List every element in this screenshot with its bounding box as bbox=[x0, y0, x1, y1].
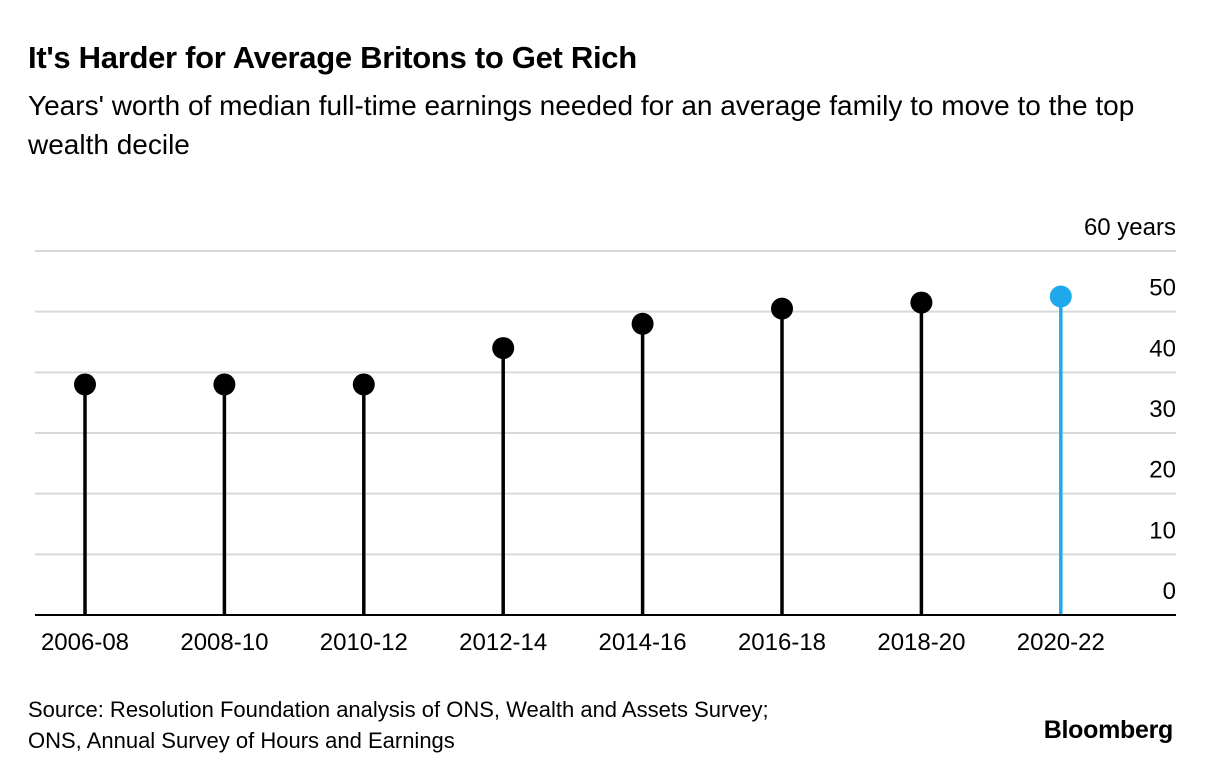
lollipop-dots bbox=[74, 285, 1072, 396]
x-axis-ticks: 2006-08 2008-10 2010-12 2012-14 2014-16 2016-… bbox=[41, 629, 1105, 656]
y-tick-label-50: 50 bbox=[1149, 275, 1176, 302]
dot-2016-18 bbox=[771, 297, 793, 320]
dot-2020-22 bbox=[1049, 285, 1072, 308]
x-tick-label-2010-12: 2010-12 bbox=[320, 629, 408, 656]
x-tick-label-2016-18: 2016-18 bbox=[738, 629, 826, 656]
bloomberg-logo: Bloomberg bbox=[1043, 716, 1174, 744]
source-line-2: ONS, Annual Survey of Hours and Earnings bbox=[28, 728, 455, 753]
x-tick-label-2006-08: 2006-08 bbox=[41, 629, 129, 656]
dot-2018-20 bbox=[910, 291, 933, 314]
x-tick-label-2020-22: 2020-22 bbox=[1017, 629, 1105, 656]
lollipop-stems bbox=[83, 296, 1063, 615]
x-tick-label-2012-14: 2012-14 bbox=[459, 629, 547, 656]
y-unit-label: 60 years bbox=[1084, 214, 1176, 241]
y-tick-label-20: 20 bbox=[1149, 457, 1176, 484]
chart-subtitle: Years' worth of median full-time earning… bbox=[28, 90, 1135, 160]
source-line-1: Source: Resolution Foundation analysis o… bbox=[28, 697, 769, 722]
source-note: Source: Resolution Foundation analysis o… bbox=[28, 694, 769, 756]
x-tick-label-2018-20: 2018-20 bbox=[877, 629, 965, 656]
dot-2008-10 bbox=[213, 373, 236, 396]
x-tick-label-2014-16: 2014-16 bbox=[599, 629, 687, 656]
chart-title: It's Harder for Average Britons to Get R… bbox=[28, 40, 637, 75]
gridlines bbox=[35, 250, 1176, 556]
dot-2014-16 bbox=[631, 312, 654, 335]
dot-2010-12 bbox=[352, 373, 375, 396]
dot-2012-14 bbox=[492, 337, 515, 360]
y-axis-ticks: 0 10 20 30 40 50 60 years bbox=[1084, 214, 1176, 605]
y-tick-label-10: 10 bbox=[1149, 517, 1176, 544]
lollipop-chart: 0 10 20 30 40 50 60 years 2006-08 2008-10 2010-1… bbox=[35, 214, 1176, 656]
y-tick-label-40: 40 bbox=[1149, 335, 1176, 362]
x-tick-label-2008-10: 2008-10 bbox=[180, 629, 268, 656]
y-tick-label-30: 30 bbox=[1149, 396, 1176, 423]
y-tick-label-0: 0 bbox=[1163, 578, 1176, 605]
dot-2006-08 bbox=[74, 373, 96, 396]
